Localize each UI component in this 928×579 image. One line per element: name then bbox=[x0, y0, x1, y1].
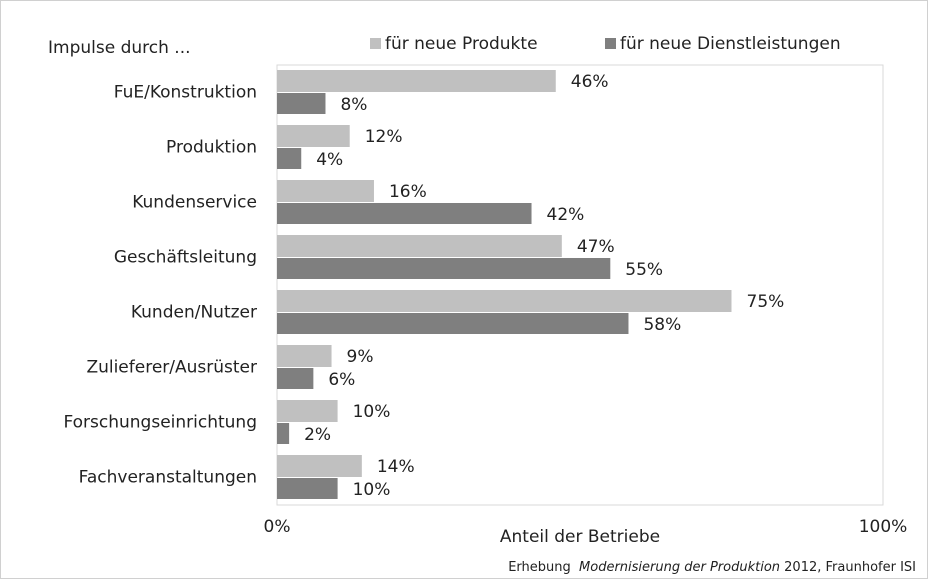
value-label: 12% bbox=[365, 127, 403, 147]
value-label: 6% bbox=[328, 370, 355, 390]
bar bbox=[277, 235, 562, 257]
bar bbox=[277, 203, 532, 224]
value-label: 75% bbox=[747, 292, 785, 312]
bar bbox=[277, 455, 362, 477]
bar bbox=[277, 478, 338, 499]
bar bbox=[277, 400, 338, 422]
y-tick-label: Zulieferer/Ausrüster bbox=[86, 358, 257, 378]
bar bbox=[277, 258, 611, 279]
x-axis-label: Anteil der Betriebe bbox=[500, 527, 660, 547]
value-label: 16% bbox=[389, 182, 427, 202]
value-label: 4% bbox=[316, 150, 343, 170]
legend-swatch bbox=[370, 38, 381, 49]
value-label: 2% bbox=[304, 425, 331, 445]
value-label: 46% bbox=[571, 72, 609, 92]
bar bbox=[277, 148, 302, 169]
y-tick-label: Geschäftsleitung bbox=[114, 248, 257, 268]
source-part: Erhebung bbox=[508, 560, 579, 575]
value-label: 58% bbox=[643, 315, 681, 335]
source-part: Modernisierung der Produktion bbox=[579, 560, 780, 575]
value-label: 10% bbox=[353, 480, 391, 500]
bar bbox=[277, 423, 290, 444]
source-note: Erhebung Modernisierung der Produktion 2… bbox=[508, 560, 916, 575]
y-tick-label: FuE/Konstruktion bbox=[114, 83, 257, 103]
value-label: 47% bbox=[577, 237, 615, 257]
plot-area bbox=[276, 64, 884, 506]
value-label: 14% bbox=[377, 457, 415, 477]
value-label: 42% bbox=[547, 205, 585, 225]
legend-swatch bbox=[605, 38, 616, 49]
value-label: 8% bbox=[340, 95, 367, 115]
bar bbox=[277, 70, 556, 92]
x-tick-label: 100% bbox=[859, 517, 908, 537]
bar bbox=[277, 93, 326, 114]
bar bbox=[277, 345, 332, 367]
bar bbox=[277, 125, 350, 147]
y-tick-label: Forschungseinrichtung bbox=[63, 413, 257, 433]
y-tick-label: Produktion bbox=[166, 138, 257, 158]
y-tick-label: Fachveranstaltungen bbox=[79, 468, 257, 488]
y-tick-label: Kundenservice bbox=[132, 193, 257, 213]
y-tick-label: Kunden/Nutzer bbox=[131, 303, 257, 323]
legend-label: für neue Dienstleistungen bbox=[620, 34, 841, 54]
value-label: 55% bbox=[625, 260, 663, 280]
bar bbox=[277, 290, 732, 312]
y-axis-label: Impulse durch ... bbox=[48, 38, 191, 58]
x-tick-label: 0% bbox=[264, 517, 291, 537]
bar bbox=[277, 180, 374, 202]
bar bbox=[277, 368, 314, 389]
value-label: 10% bbox=[353, 402, 391, 422]
value-label: 9% bbox=[347, 347, 374, 367]
bar bbox=[277, 313, 629, 334]
legend-label: für neue Produkte bbox=[385, 34, 538, 54]
source-part: 2012, Fraunhofer ISI bbox=[780, 560, 916, 575]
